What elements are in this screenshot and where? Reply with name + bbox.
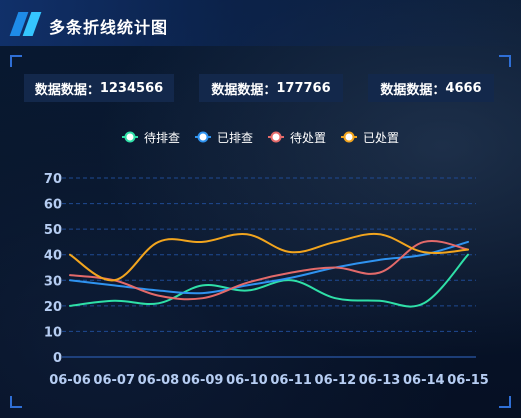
series-line (69, 240, 469, 301)
stat-card: 数据数据： 177766 (199, 74, 343, 102)
legend-label: 已排查 (217, 131, 253, 145)
legend-label: 待排查 (144, 131, 180, 145)
corner-bracket (499, 396, 511, 408)
stat-label: 数据数据： (34, 82, 100, 98)
corner-bracket (10, 396, 22, 408)
legend-marker-icon (343, 131, 355, 143)
y-tick-label: 0 (53, 351, 62, 366)
y-tick-label: 30 (44, 274, 62, 289)
stat-value: 177766 (276, 80, 331, 96)
stat-value: 1234566 (99, 80, 164, 96)
x-tick-label: 06-09 (182, 373, 224, 388)
x-tick-label: 06-12 (315, 373, 357, 388)
corner-bracket (499, 55, 511, 67)
stat-label: 数据数据： (211, 82, 277, 98)
corner-bracket (10, 55, 22, 67)
legend-label: 已处置 (363, 131, 399, 145)
legend-label: 待处置 (290, 131, 326, 145)
x-tick-label: 06-06 (49, 373, 91, 388)
series-line (69, 253, 469, 308)
legend-marker-icon (197, 131, 209, 143)
panel-title: 多条折线统计图 (49, 18, 169, 37)
y-tick-label: 50 (44, 223, 62, 238)
x-tick-label: 06-13 (359, 373, 401, 388)
x-tick-label: 06-14 (403, 373, 445, 388)
x-tick-label: 06-15 (447, 373, 489, 388)
series-line (69, 232, 469, 282)
y-tick-label: 40 (44, 249, 62, 264)
legend-marker-icon (270, 131, 282, 143)
stat-card: 数据数据： 4666 (368, 74, 494, 102)
y-tick-label: 60 (44, 198, 62, 213)
stat-card: 数据数据： 1234566 (24, 74, 174, 102)
x-tick-label: 06-11 (270, 373, 312, 388)
stat-value: 4666 (445, 80, 482, 96)
x-tick-label: 06-07 (93, 373, 135, 388)
y-tick-label: 20 (44, 300, 62, 315)
y-tick-label: 70 (44, 172, 62, 187)
panel-header: 多条折线统计图 (0, 0, 521, 46)
stat-label: 数据数据： (380, 82, 446, 98)
y-tick-label: 10 (44, 325, 62, 340)
x-tick-label: 06-08 (138, 373, 180, 388)
legend-marker-icon (124, 131, 136, 143)
x-tick-label: 06-10 (226, 373, 268, 388)
